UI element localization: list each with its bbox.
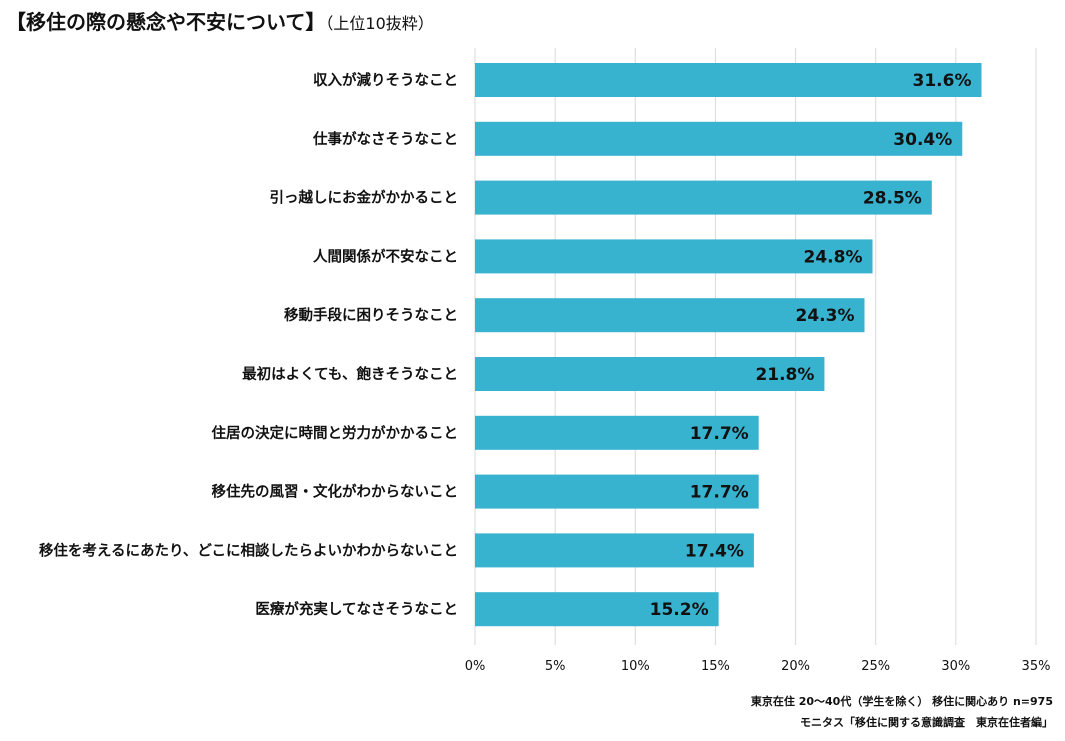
value-label: 30.4% [893, 130, 952, 150]
value-label: 15.2% [650, 600, 709, 620]
bar [475, 533, 754, 568]
value-label: 17.7% [690, 483, 749, 503]
category-label: 医療が充実してなさそうなこと [255, 600, 458, 618]
category-label: 住居の決定に時間と労力がかかること [212, 424, 459, 442]
category-label: 仕事がなさそうなこと [312, 130, 458, 148]
category-label: 引っ越しにお金がかかること [270, 189, 459, 207]
category-label: 移住を考えるにあたり、どこに相談したらよいかわからないこと [39, 541, 458, 559]
bar [475, 298, 865, 333]
category-label: 移住先の風習・文化がわからないこと [212, 483, 459, 501]
value-label: 28.5% [863, 189, 922, 209]
sample-footnote: 東京在住 20〜40代（学生を除く） 移住に関心あり n=975 [750, 695, 1053, 708]
bar [475, 121, 963, 156]
value-label: 24.8% [804, 247, 863, 267]
x-tick-label: 30% [941, 659, 970, 674]
category-label: 人間関係が不安なこと [313, 247, 458, 265]
x-tick-label: 10% [621, 659, 650, 674]
category-label: 収入が減りそうなこと [313, 71, 458, 89]
value-label: 17.4% [685, 541, 744, 561]
chart-title-main: 【移住の際の懸念や不安について】 [6, 10, 326, 34]
x-tick-label: 20% [781, 659, 810, 674]
x-axis-tick-labels: 0% 5% 10% 15% 20% 25% 30% 35% [465, 659, 1051, 674]
source-footnote: モニタス「移住に関する意識調査 東京在住者編」 [800, 716, 1053, 729]
bar [475, 415, 759, 450]
bar [475, 474, 759, 509]
value-labels: 31.6% 30.4% 28.5% 24.8% 24.3% 21.8% 17.7% 17.7%… [650, 71, 972, 620]
chart-title-sub: （上位10抜粋） [325, 14, 434, 33]
x-tick-label: 15% [701, 659, 730, 674]
bar-chart: 収入が減りそうなこと仕事がなさそうなこと引っ越しにお金がかかること人間関係が不安… [39, 48, 1051, 674]
bars [475, 63, 982, 627]
x-tick-label: 5% [545, 659, 566, 674]
bar [475, 357, 825, 391]
category-label: 移動手段に困りそうなこと [284, 306, 458, 324]
value-label: 31.6% [913, 71, 972, 91]
chart-title: 【移住の際の懸念や不安について】（上位10抜粋） [6, 8, 434, 38]
bar [475, 592, 719, 627]
bar [475, 239, 873, 274]
value-label: 17.7% [690, 424, 749, 444]
bar [475, 180, 932, 215]
category-label: 最初はよくても、飽きそうなこと [242, 365, 458, 383]
x-tick-label: 0% [465, 659, 486, 674]
x-tick-label: 35% [1022, 659, 1051, 674]
bar [475, 63, 982, 97]
value-label: 21.8% [755, 365, 814, 385]
x-tick-label: 25% [861, 659, 890, 674]
category-labels: 収入が減りそうなこと仕事がなさそうなこと引っ越しにお金がかかること人間関係が不安… [39, 71, 458, 618]
value-label: 24.3% [796, 306, 855, 326]
